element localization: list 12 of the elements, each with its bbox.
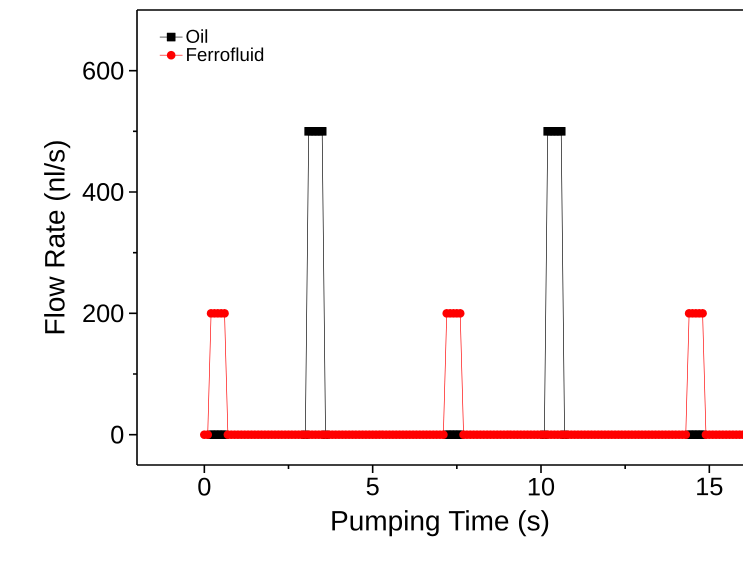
y-tick-label: 200	[83, 304, 124, 322]
y-axis-title: Flow Rate (nl/s)	[44, 141, 70, 334]
x-tick-label: 0	[198, 478, 210, 496]
x-axis-title: Pumping Time (s)	[332, 510, 548, 536]
y-tick-label: 400	[82, 183, 124, 201]
y-tick-label: 0	[111, 426, 124, 444]
x-tick-label: 10	[528, 478, 554, 496]
y-tick-label: 600	[83, 62, 124, 80]
legend-label: Oil	[186, 29, 208, 43]
legend-label: Ferrofluid	[187, 47, 264, 62]
x-tick-label: 5	[366, 478, 379, 496]
x-tick-label: 15	[697, 478, 722, 496]
